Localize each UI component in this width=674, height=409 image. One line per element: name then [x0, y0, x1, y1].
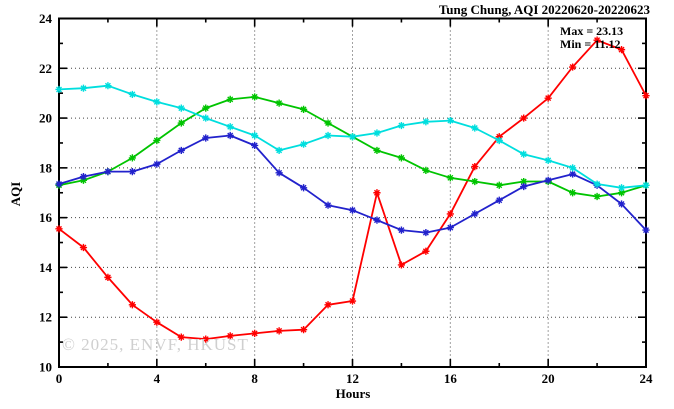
plot-border — [58, 17, 647, 368]
y-tick-label: 24 — [39, 11, 53, 26]
chart-title: Tung Chung, AQI 20220620-20220623 — [438, 2, 650, 17]
y-tick-label: 10 — [39, 360, 52, 375]
y-tick-label: 12 — [39, 310, 52, 325]
x-axis-title: Hours — [335, 386, 371, 401]
y-tick-label: 20 — [39, 111, 52, 126]
y-axis-title: AQI — [8, 181, 23, 207]
series-cyan-markers — [55, 82, 650, 192]
series-blue-markers — [55, 131, 650, 237]
x-tick-label: 12 — [346, 371, 359, 386]
y-tick-label: 22 — [39, 61, 52, 76]
x-tick-label: 24 — [640, 371, 654, 386]
y-tick-label: 18 — [39, 160, 53, 175]
max-annotation: Max = 23.13 — [560, 24, 624, 38]
x-tick-label: 0 — [56, 371, 63, 386]
y-tick-label: 16 — [39, 210, 53, 225]
series-red-line — [58, 39, 647, 340]
y-tick-label: 14 — [39, 260, 53, 275]
watermark: © 2025, ENVF, HKUST — [62, 335, 249, 354]
x-tick-label: 4 — [154, 371, 161, 386]
series-red-markers — [55, 36, 650, 343]
x-tick-label: 16 — [444, 371, 458, 386]
x-tick-label: 8 — [251, 371, 258, 386]
x-tick-label: 20 — [542, 371, 555, 386]
min-annotation: Min = 11.12 — [560, 37, 621, 51]
